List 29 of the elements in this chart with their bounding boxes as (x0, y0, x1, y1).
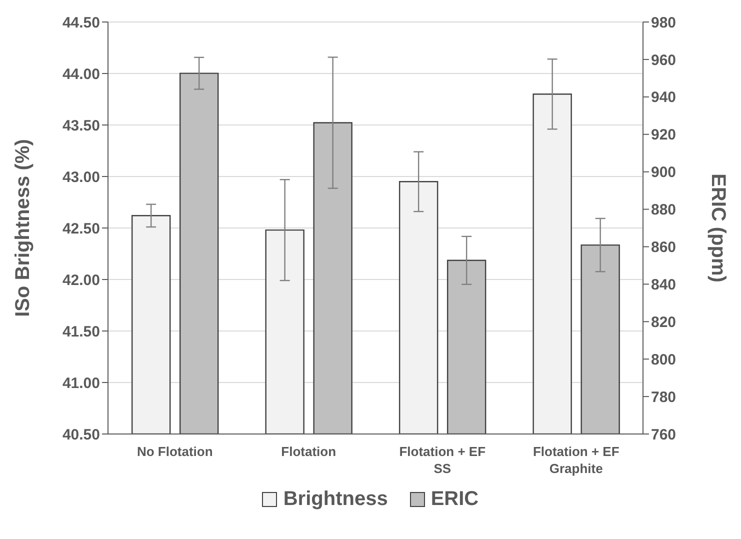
y2-tick-label: 800 (651, 351, 676, 368)
y2-tick-label: 980 (651, 14, 676, 32)
y2-tick-label: 960 (651, 52, 676, 69)
y-tick-label: 42.50 (62, 220, 100, 238)
x-tick-label: Flotation (281, 444, 336, 459)
y2-tick-label: 780 (651, 388, 676, 406)
y-tick-label: 41.50 (62, 323, 100, 340)
y-tick-label: 40.50 (62, 426, 100, 444)
y-axis-title: ISo Brightness (%) (12, 139, 34, 317)
legend-label: ERIC (430, 488, 479, 511)
y2-tick-label: 940 (651, 89, 676, 106)
x-tick-label: No Flotation (136, 444, 213, 459)
y2-tick-label: 920 (651, 126, 676, 144)
y2-tick-label: 820 (651, 314, 676, 331)
x-tick-label: Flotation + EF SS (399, 444, 486, 476)
y-tick-label: 43.00 (62, 168, 100, 186)
y2-tick-label: 880 (651, 202, 676, 219)
x-tick-label: Flotation + EF Graphite (532, 444, 620, 476)
y-tick-label: 43.50 (62, 117, 100, 134)
y2-axis-title: ERIC (ppm) (706, 174, 729, 282)
y-tick-label: 41.00 (62, 374, 100, 392)
y-tick-label: 44.50 (62, 14, 100, 32)
y2-tick-label: 900 (651, 164, 676, 182)
y2-tick-label: 840 (651, 276, 676, 294)
legend-label: Brightness (283, 488, 388, 511)
y-tick-label: 42.00 (62, 272, 100, 289)
y-tick-label: 44.00 (62, 66, 100, 83)
y2-tick-label: 760 (651, 426, 676, 444)
y2-tick-label: 860 (651, 239, 676, 256)
